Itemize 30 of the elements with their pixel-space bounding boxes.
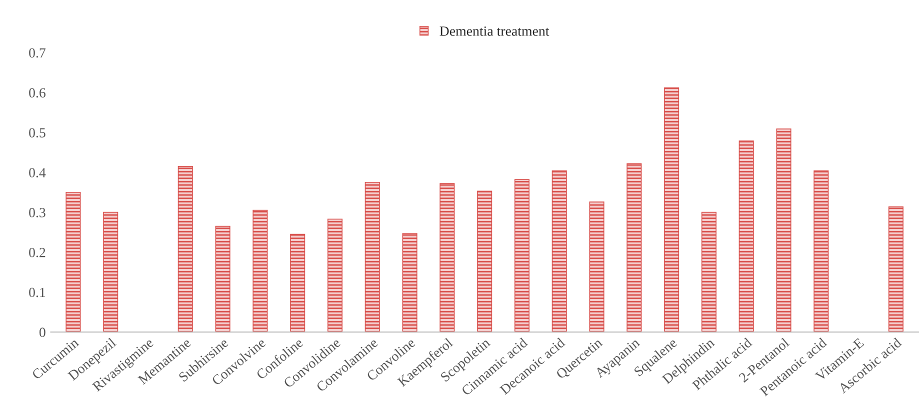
bar [327,218,343,332]
y-tick-label: 0.4 [29,168,46,178]
bar [402,233,418,332]
bar [252,210,268,332]
bar [888,206,904,332]
bar [477,190,492,332]
bar [215,226,230,332]
y-tick-label: 0.5 [29,128,46,138]
bar [552,170,567,332]
bar [664,87,680,332]
y-tick-label: 0.2 [29,248,46,258]
bar [103,212,118,332]
bar [814,170,829,332]
y-tick-label: 0.1 [29,288,46,298]
bar [738,140,754,332]
bar [514,179,530,332]
y-tick-label: 0.6 [29,88,46,98]
legend-label: Dementia treatment [440,26,550,36]
bar [440,183,455,332]
bar [701,212,716,332]
y-tick-label: 0.3 [29,208,46,218]
bar [290,234,306,332]
bar [66,192,81,332]
bar [776,128,792,332]
bar [364,182,380,332]
bar [589,202,604,332]
bar [626,163,642,332]
y-tick-label: 0.7 [29,48,46,58]
bar [178,166,193,332]
y-tick-label: 0 [39,328,46,338]
